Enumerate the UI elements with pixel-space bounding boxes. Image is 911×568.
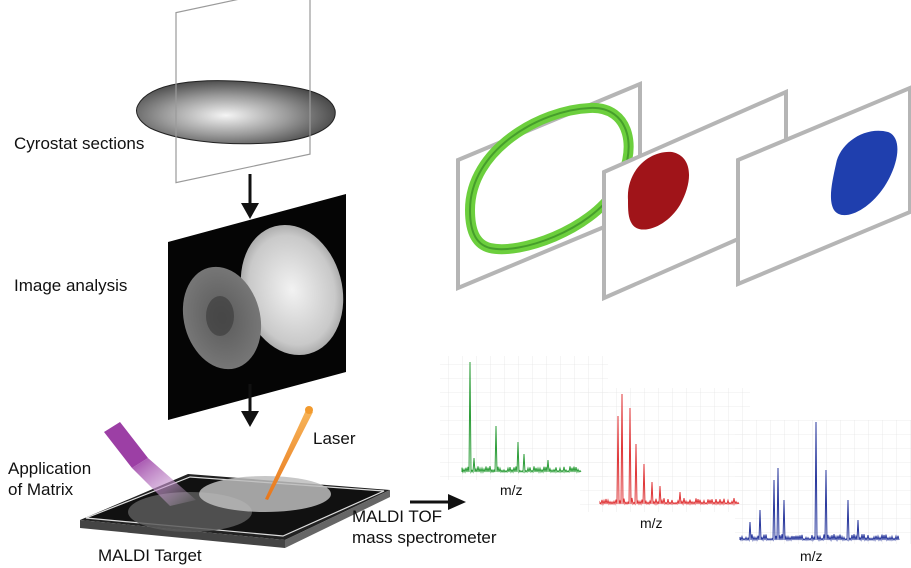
section-plane	[175, 0, 311, 184]
spectrum-trace	[461, 361, 582, 474]
tissue-bright-region	[240, 224, 344, 356]
label-maldi-target: MALDI Target	[98, 546, 202, 565]
image-analysis-panel	[168, 194, 346, 420]
cryostat-section-illustration	[136, 0, 336, 184]
right-arrow	[410, 494, 466, 510]
label-application-line2: of Matrix	[8, 480, 74, 499]
label-maldi-tof-line2: mass spectrometer	[352, 528, 497, 547]
ion-image-blue	[830, 130, 898, 216]
spectrum-blue	[735, 420, 911, 544]
spectrum-red	[580, 388, 750, 512]
label-laser: Laser	[313, 429, 356, 448]
label-application-line1: Application	[8, 459, 92, 478]
label-cryostat-sections: Cyrostat sections	[14, 134, 145, 153]
ion-image-panel-3	[736, 85, 911, 288]
spectrum-blue-axis-label: m/z	[800, 548, 823, 564]
label-image-analysis: Image analysis	[14, 276, 128, 295]
matrix-sprayer	[104, 422, 196, 506]
spectrum-red-axis-label: m/z	[640, 515, 663, 531]
label-maldi-tof-line1: MALDI TOF	[352, 507, 443, 526]
maldi-target-illustration	[80, 474, 390, 548]
tissue-block	[136, 80, 336, 145]
laser-beam	[265, 406, 313, 500]
down-arrow-1	[241, 174, 259, 219]
down-arrow-2	[241, 384, 259, 427]
spectrum-trace	[739, 421, 900, 542]
ion-image-panel-2	[602, 88, 788, 302]
spectrum-trace	[599, 393, 740, 506]
ion-image-red	[627, 151, 690, 230]
spectrum-green-axis-label: m/z	[500, 482, 523, 498]
